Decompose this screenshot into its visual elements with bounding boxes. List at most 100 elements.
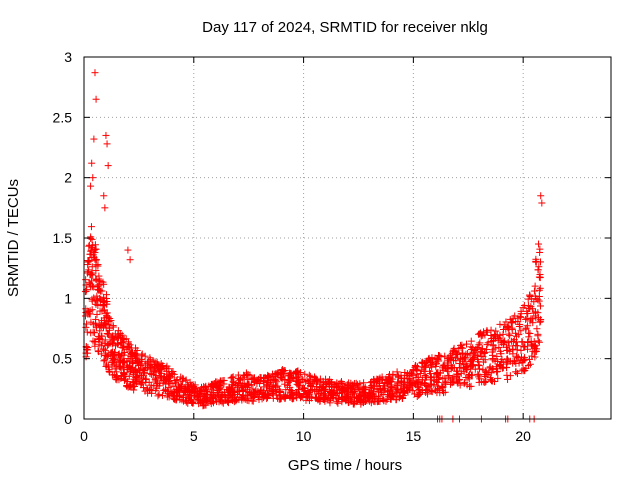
data-point — [287, 369, 295, 377]
data-point — [138, 351, 146, 359]
data-point — [517, 313, 525, 321]
data-point-outlier — [537, 192, 545, 200]
data-point — [288, 386, 296, 394]
data-point — [504, 322, 512, 330]
data-point — [93, 276, 101, 284]
data-point — [405, 370, 413, 378]
data-point — [164, 387, 172, 395]
data-point — [106, 368, 114, 376]
data-point — [453, 378, 461, 386]
data-point — [126, 341, 134, 349]
data-point-outlier — [91, 69, 99, 77]
data-point — [474, 361, 482, 369]
data-point — [526, 330, 534, 338]
data-point — [452, 349, 460, 357]
data-point — [458, 341, 466, 349]
data-point — [406, 376, 414, 384]
data-point — [496, 331, 504, 339]
data-point — [511, 312, 519, 320]
data-point — [380, 384, 388, 392]
data-point-outlier — [536, 248, 544, 256]
data-point — [189, 382, 197, 390]
data-point — [488, 377, 496, 385]
data-point — [137, 361, 145, 369]
data-point — [238, 394, 246, 402]
data-point — [168, 389, 176, 397]
data-point — [104, 341, 112, 349]
data-point — [120, 357, 128, 365]
data-point — [444, 367, 452, 375]
data-point — [475, 341, 483, 349]
data-point — [307, 382, 315, 390]
data-point — [228, 373, 236, 381]
data-point — [532, 257, 540, 265]
data-point — [513, 370, 521, 378]
data-point — [146, 356, 154, 364]
data-point — [273, 378, 281, 386]
y-tick-label: 1.5 — [53, 230, 73, 246]
data-point — [176, 392, 184, 400]
data-point — [321, 385, 329, 393]
data-point — [222, 393, 230, 401]
data-point — [505, 330, 513, 338]
data-point — [486, 374, 494, 382]
data-point — [133, 372, 141, 380]
data-point — [155, 368, 163, 376]
data-point — [535, 338, 543, 346]
data-point — [537, 317, 545, 325]
data-point — [136, 371, 144, 379]
data-point — [86, 250, 94, 258]
data-point — [504, 357, 512, 365]
data-point — [388, 392, 396, 400]
data-point — [321, 395, 329, 403]
data-point — [394, 378, 402, 386]
data-point — [88, 306, 96, 314]
data-point — [82, 323, 90, 331]
data-point — [173, 376, 181, 384]
data-point — [467, 343, 475, 351]
data-point — [96, 327, 104, 335]
data-point — [534, 309, 542, 317]
data-point — [459, 364, 467, 372]
data-point — [125, 340, 133, 348]
data-point — [351, 388, 359, 396]
data-point — [431, 386, 439, 394]
data-point — [434, 355, 442, 363]
data-point — [149, 357, 157, 365]
data-point — [425, 354, 433, 362]
data-point — [416, 370, 424, 378]
data-point — [89, 328, 97, 336]
data-point — [231, 393, 239, 401]
x-tick-label: 15 — [406, 428, 422, 444]
data-point — [434, 382, 442, 390]
data-point — [275, 395, 283, 403]
data-point — [442, 379, 450, 387]
data-point — [535, 273, 543, 281]
data-point — [526, 291, 534, 299]
y-tick-label: 2.5 — [53, 109, 73, 125]
data-point — [155, 382, 163, 390]
data-point — [386, 386, 394, 394]
data-point — [462, 366, 470, 374]
data-point — [359, 395, 367, 403]
data-point-outlier — [104, 162, 112, 170]
data-point — [264, 393, 272, 401]
data-point — [254, 377, 262, 385]
data-point — [109, 339, 117, 347]
data-point — [215, 398, 223, 406]
data-point — [136, 358, 144, 366]
data-point-outlier — [532, 258, 540, 266]
data-point — [177, 381, 185, 389]
data-point — [488, 351, 496, 359]
data-point — [432, 362, 440, 370]
data-point — [85, 242, 93, 250]
data-point — [227, 384, 235, 392]
data-point — [113, 333, 121, 341]
data-point — [482, 377, 490, 385]
data-point — [85, 266, 93, 274]
data-point-outlier — [101, 204, 109, 212]
data-point — [447, 363, 455, 371]
data-point — [419, 363, 427, 371]
data-point — [114, 334, 122, 342]
y-tick-label: 1 — [64, 290, 72, 306]
